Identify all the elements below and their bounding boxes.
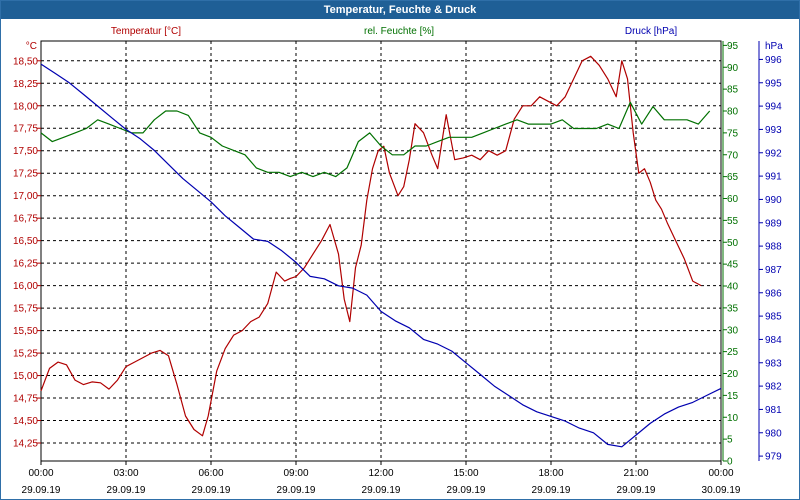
temperature-tick-label: 18,00 [13, 101, 38, 112]
x-tick-date-label: 29.09.19 [192, 485, 231, 496]
temperature-tick-label: 17,75 [13, 124, 38, 135]
x-tick-time-label: 00:00 [28, 468, 53, 479]
temperature-tick-label: 17,00 [13, 191, 38, 202]
pressure-tick-label: 991 [765, 172, 782, 183]
x-tick-date-label: 30.09.19 [702, 485, 741, 496]
pressure-tick-label: 990 [765, 195, 782, 206]
humidity-tick-label: 60 [727, 194, 739, 205]
humidity-tick-label: 25 [727, 347, 739, 358]
pressure-tick-label: 982 [765, 382, 782, 393]
temperature-tick-label: 16,00 [13, 281, 38, 292]
x-tick-date-label: 29.09.19 [22, 485, 61, 496]
humidity-tick-label: 90 [727, 63, 739, 74]
pressure-tick-label: 986 [765, 288, 782, 299]
temperature-tick-label: 15,50 [13, 326, 38, 337]
temperature-tick-label: 15,75 [13, 304, 38, 315]
humidity-tick-label: 55 [727, 216, 739, 227]
x-tick-date-label: 29.09.19 [107, 485, 146, 496]
temperature-unit-label: °C [26, 41, 37, 52]
humidity-tick-label: 70 [727, 150, 739, 161]
temperature-tick-label: 16,50 [13, 236, 38, 247]
temperature-tick-label: 14,25 [13, 439, 38, 450]
x-tick-time-label: 18:00 [538, 468, 563, 479]
pressure-axis-title: Druck [hPa] [625, 26, 677, 37]
humidity-tick-label: 75 [727, 128, 739, 139]
humidity-tick-label: 65 [727, 172, 739, 183]
x-tick-date-label: 29.09.19 [277, 485, 316, 496]
pressure-tick-label: 980 [765, 428, 782, 439]
pressure-tick-label: 988 [765, 242, 782, 253]
humidity-tick-label: 80 [727, 107, 739, 118]
temperature-tick-label: 18,25 [13, 79, 38, 90]
temperature-tick-label: 18,50 [13, 56, 38, 67]
temperature-series-line [40, 55, 702, 437]
pressure-tick-label: 983 [765, 358, 782, 369]
pressure-tick-label: 989 [765, 218, 782, 229]
x-tick-time-label: 03:00 [113, 468, 138, 479]
pressure-unit-label: hPa [765, 41, 783, 52]
temperature-tick-label: 16,25 [13, 259, 38, 270]
humidity-tick-label: 15 [727, 391, 739, 402]
temperature-tick-label: 17,25 [13, 169, 38, 180]
humidity-tick-label: 50 [727, 238, 739, 249]
pressure-tick-label: 987 [765, 265, 782, 276]
temperature-tick-label: 15,25 [13, 349, 38, 360]
x-tick-time-label: 12:00 [368, 468, 393, 479]
humidity-tick-label: 45 [727, 260, 739, 271]
x-tick-date-label: 29.09.19 [447, 485, 486, 496]
humidity-tick-label: 20 [727, 369, 739, 380]
pressure-tick-label: 995 [765, 78, 782, 89]
temperature-tick-label: 16,75 [13, 214, 38, 225]
humidity-tick-label: 35 [727, 303, 739, 314]
humidity-tick-label: 5 [727, 435, 733, 446]
temperature-axis-title: Temperatur [°C] [111, 26, 181, 37]
humidity-tick-label: 30 [727, 325, 739, 336]
chart-title: Temperatur, Feuchte & Druck [1, 1, 799, 19]
pressure-tick-label: 985 [765, 312, 782, 323]
pressure-tick-label: 979 [765, 452, 782, 463]
humidity-tick-label: 10 [727, 413, 739, 424]
x-tick-time-label: 06:00 [198, 468, 223, 479]
x-tick-time-label: 00:00 [708, 468, 733, 479]
humidity-series-line [40, 101, 711, 178]
humidity-tick-label: 95 [727, 41, 739, 52]
x-tick-date-label: 29.09.19 [532, 485, 571, 496]
x-tick-time-label: 21:00 [623, 468, 648, 479]
humidity-tick-label: 40 [727, 282, 739, 293]
x-tick-date-label: 29.09.19 [617, 485, 656, 496]
x-tick-time-label: 09:00 [283, 468, 308, 479]
temperature-tick-label: 14,50 [13, 416, 38, 427]
humidity-tick-label: 85 [727, 85, 739, 96]
temperature-tick-label: 14,75 [13, 394, 38, 405]
pressure-tick-label: 993 [765, 125, 782, 136]
humidity-tick-label: 0 [727, 457, 733, 468]
humidity-axis-title: rel. Feuchte [%] [364, 26, 434, 37]
temperature-tick-label: 15,00 [13, 371, 38, 382]
pressure-tick-label: 992 [765, 148, 782, 159]
pressure-tick-label: 994 [765, 102, 782, 113]
pressure-series-line [40, 63, 722, 448]
x-tick-date-label: 29.09.19 [362, 485, 401, 496]
temperature-tick-label: 17,50 [13, 146, 38, 157]
x-tick-time-label: 15:00 [453, 468, 478, 479]
pressure-tick-label: 984 [765, 335, 782, 346]
pressure-tick-label: 996 [765, 55, 782, 66]
pressure-tick-label: 981 [765, 405, 782, 416]
